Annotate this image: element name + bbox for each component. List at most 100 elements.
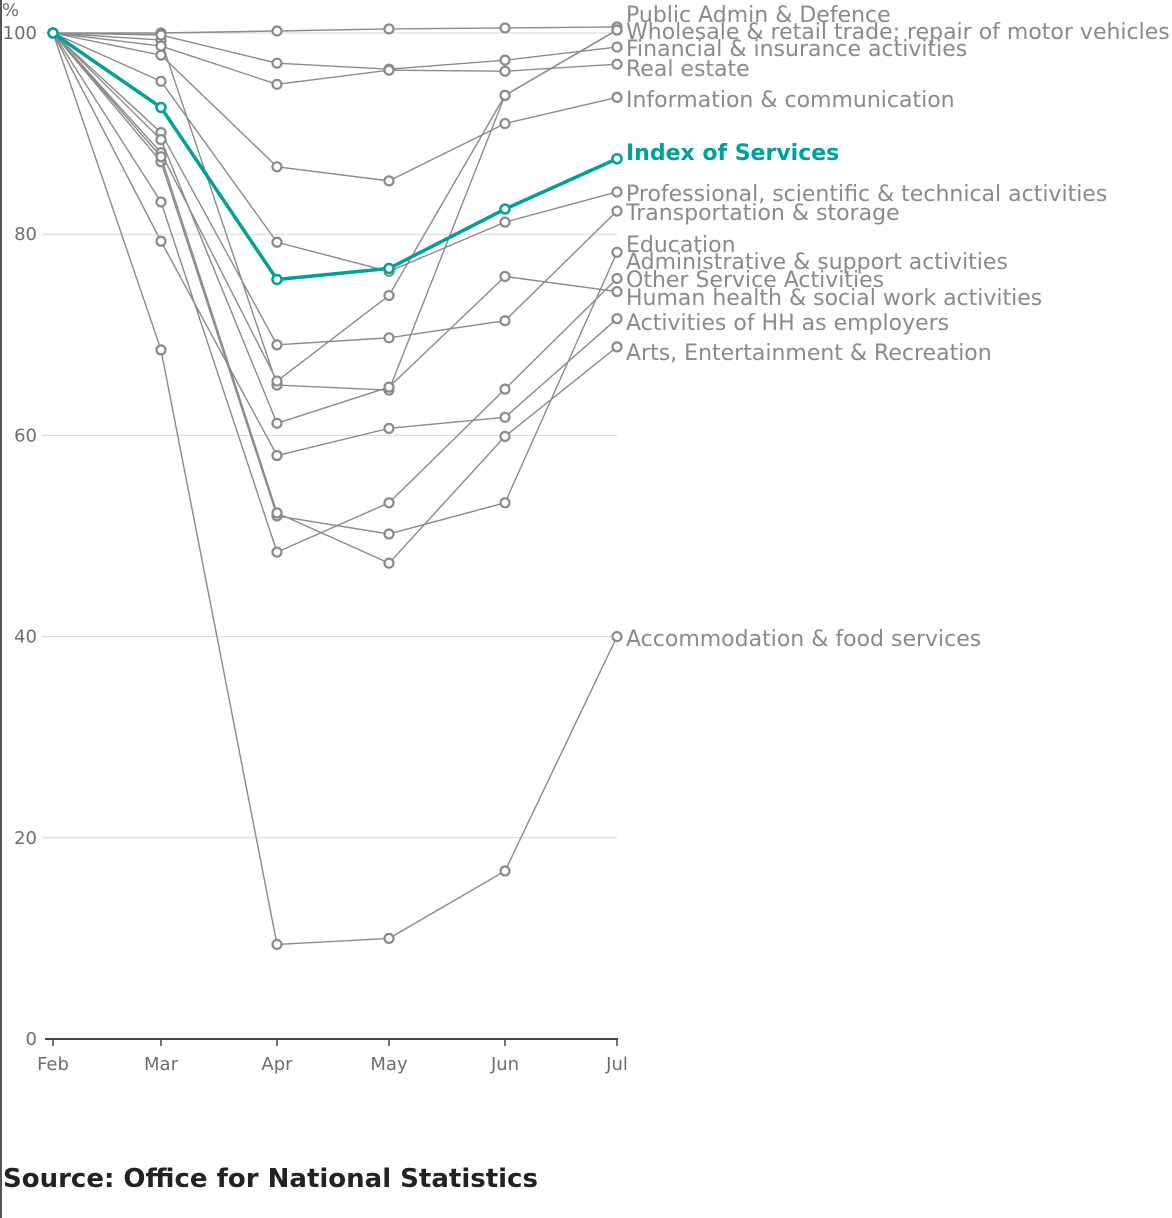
series-label: Other Service Activities [626,268,884,293]
y-tick-label: 60 [14,425,37,446]
data-point [611,630,623,643]
data-point [611,41,623,53]
data-point [383,332,395,344]
data-point [499,89,511,101]
source-note: Source: Office for National Statistics [3,1164,538,1194]
data-point [383,381,395,393]
data-point [155,134,167,146]
series-line [52,32,618,70]
x-axis: Feb Mar Apr May Jun Jul [37,1038,628,1075]
data-point [383,528,395,540]
data-point [499,22,511,34]
data-point [499,54,511,66]
series-line [52,29,618,382]
series-index-of-services [47,27,623,286]
series-label: Administrative & support activities [626,250,1008,275]
data-point [499,497,511,509]
data-point [499,315,511,327]
data-point [271,339,283,351]
data-point [383,557,395,569]
data-point [499,865,511,877]
data-point [271,57,283,69]
data-point [383,175,395,187]
data-point [383,932,395,945]
data-point [611,58,623,70]
x-tick-label: May [370,1054,408,1075]
series-line [52,32,618,86]
series-line-group [47,24,623,396]
series-label: Human health & social work activities [626,286,1042,311]
data-point [155,196,167,208]
series-line-group [47,27,623,951]
data-point [611,246,623,258]
x-tick-label: Mar [144,1054,179,1075]
series-line [52,32,618,425]
series-label: Information & communication [626,88,955,113]
data-point [499,65,511,77]
series-line-group [47,27,623,540]
series-line [53,26,618,34]
series-label: Activities of HH as employers [626,311,949,336]
data-point [155,344,167,356]
data-point [271,938,283,951]
series-line-group [47,24,623,387]
series-line-group [47,27,623,429]
grid-lines [42,32,617,839]
data-point [383,262,395,275]
x-tick-label: Jun [490,1054,519,1075]
series-line-group [47,27,623,462]
data-point [271,417,283,429]
y-tick-label: 80 [14,224,37,245]
series-line [52,32,618,946]
data-point [271,375,283,387]
data-point [271,449,283,462]
y-tick-label: 0 [26,1029,37,1050]
series-line [52,32,618,182]
series-line-group [47,27,623,187]
data-point [611,272,623,285]
y-axis: 0 20 40 60 80 100 [3,23,37,1050]
data-point [155,75,167,87]
data-point [499,411,511,423]
data-point [383,289,395,302]
data-point [611,186,623,198]
x-tick-label: Apr [261,1054,293,1075]
data-point [271,507,283,519]
series-line [52,31,618,282]
data-point [499,216,511,228]
series-line [52,32,618,535]
series-line [52,32,618,273]
data-point [611,24,623,36]
series-line-group [47,21,623,39]
data-point [155,49,167,61]
series-label: Real estate [626,57,750,82]
data-point [499,430,511,443]
series-line-group [47,27,623,75]
data-point [155,29,167,41]
data-point [499,117,511,130]
series-label: Financial & insurance activities [626,37,967,62]
left-border [0,0,2,1218]
y-tick-label: 20 [14,828,37,849]
data-point [271,25,283,37]
data-point [611,341,623,353]
data-point [499,383,511,395]
series-line [52,32,618,346]
data-point [611,91,623,103]
data-point [499,203,511,215]
data-point [47,27,59,39]
series-line-group [47,27,623,90]
data-point [611,285,623,298]
y-tick-label: 40 [14,627,37,648]
series-line [52,32,618,564]
data-point [271,161,283,173]
series-label: Public Admin & Defence [626,3,891,28]
series-label: Education [626,233,736,258]
chart: Feb Mar Apr May Jun Jul 0 20 40 60 80 100 Public A… [2,0,1170,1075]
data-point [383,23,395,35]
x-tick-label: Feb [37,1054,69,1075]
data-point [611,153,623,165]
data-point [611,313,623,325]
data-point [271,236,283,248]
